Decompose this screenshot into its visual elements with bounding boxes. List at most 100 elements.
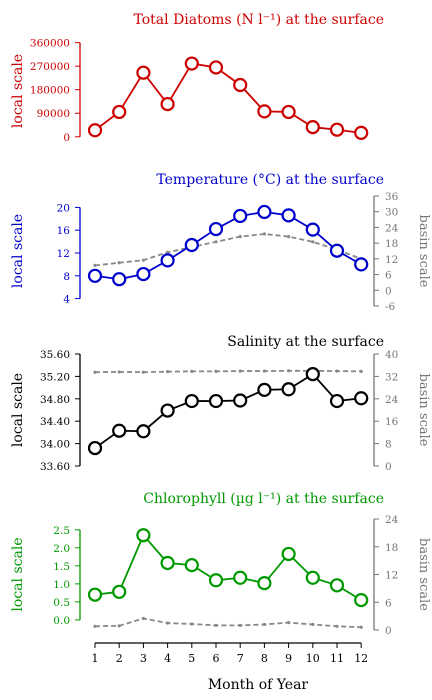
basin-scale-point (141, 370, 145, 374)
x-tick-label: 5 (188, 652, 195, 665)
x-axis-label: Month of Year (208, 677, 309, 693)
right-y-tick-label: 16 (385, 416, 399, 428)
local-scale-data-point (257, 104, 272, 119)
left-y-tick-label: 2.0 (53, 543, 70, 555)
left-y-tick-label: 34.00 (40, 439, 70, 451)
chart-title: Salinity at the surface (227, 334, 384, 350)
local-scale-data-point (281, 104, 296, 120)
left-y-tick-label: 0.0 (53, 615, 70, 627)
local-scale-data-point (305, 570, 320, 585)
left-y-tick-label: 1.0 (53, 579, 70, 591)
basin-scale-point (335, 369, 339, 373)
local-scale-data-point (184, 558, 199, 573)
chart-panel-2: Temperature (°C) at the surface 4 8 12 16 20 l… (10, 172, 431, 313)
left-y-tick-label: 2.5 (53, 525, 70, 537)
local-scale-data-point (208, 221, 224, 237)
local-scale-data-point (305, 119, 320, 135)
right-y-tick-label: 18 (385, 542, 398, 554)
local-scale-data-point (87, 440, 103, 456)
basin-scale-series-line (94, 617, 362, 629)
local-scale-data-point (136, 266, 151, 282)
basin-scale-point (262, 622, 266, 627)
left-y-tick-label: 12 (57, 248, 70, 260)
basin-scale-point (117, 624, 121, 628)
basin-scale-point (166, 621, 170, 625)
basin-scale-point (262, 232, 266, 236)
local-scale-data-point (87, 123, 103, 138)
local-scale-data-point (112, 272, 127, 287)
basin-scale-point (359, 625, 363, 629)
basin-scale-point (141, 258, 145, 262)
left-y-tick-label: 8 (63, 271, 70, 283)
basin-scale-point (166, 250, 170, 254)
left-y-axis-label: local scale (10, 54, 26, 128)
local-scale-data-point (208, 60, 224, 75)
local-scale-data-point (354, 592, 369, 608)
right-y-axis-label: basin scale (416, 538, 431, 611)
basin-scale-point (311, 240, 315, 244)
local-scale-data-point (329, 122, 345, 137)
local-scale-data-point (112, 104, 127, 120)
right-y-tick-label: 8 (385, 439, 392, 451)
local-scale-data-point (184, 237, 199, 253)
right-y-tick-label: 24 (385, 514, 399, 526)
left-y-tick-label: 35.20 (40, 371, 70, 383)
chart-panel-1: Total Diatoms (N l⁻¹) at the surface 0 900… (10, 12, 384, 144)
left-y-tick-label: 1.5 (53, 561, 70, 573)
local-scale-data-point (257, 204, 272, 220)
local-scale-data-point (160, 555, 175, 571)
chart-panel-4: Chlorophyll (µg l⁻¹) at the surface 0.0 0.… (10, 491, 431, 637)
local-scale-data-point (208, 393, 224, 409)
left-y-tick-label: 0 (63, 132, 70, 144)
local-scale-data-point (354, 257, 369, 272)
x-axis-ticks: 1 2 3 4 5 6 7 8 9 10 11 12 (92, 643, 368, 665)
left-y-tick-label: 33.60 (40, 461, 70, 473)
basin-scale-point (359, 369, 363, 373)
local-scale-data-point (208, 573, 224, 588)
basin-scale-point (214, 240, 218, 244)
x-tick-label: 3 (140, 652, 147, 665)
right-y-tick-label: 36 (385, 191, 399, 203)
local-scale-data-point (184, 393, 199, 409)
x-tick-label: 12 (354, 652, 368, 665)
local-scale-data-point (184, 56, 199, 71)
local-scale-data-point (305, 367, 320, 382)
left-y-tick-label: 34.80 (40, 394, 70, 406)
right-y-tick-label: 24 (385, 394, 399, 406)
chart-panel-3: Salinity at the surface 33.60 34.00 34.40 34… (10, 334, 431, 473)
left-y-axis-label: local scale (10, 537, 26, 611)
local-scale-data-point (281, 382, 296, 397)
local-scale-series-line (94, 211, 362, 281)
basin-scale-point (311, 622, 315, 627)
basin-scale-point (262, 369, 266, 373)
basin-scale-point (93, 263, 97, 268)
local-scale-data-point (112, 584, 127, 599)
local-scale-data-point (136, 424, 151, 439)
right-y-tick-label: 24 (385, 222, 399, 234)
basin-scale-point (117, 370, 121, 374)
right-y-tick-label: 32 (385, 371, 398, 383)
basin-scale-point (93, 624, 97, 628)
x-tick-label: 7 (237, 652, 244, 665)
local-scale-data-point (281, 546, 296, 562)
local-scale-data-point (354, 391, 369, 406)
left-y-tick-label: 4 (63, 294, 70, 306)
local-scale-data-point (281, 208, 296, 223)
left-y-tick-label: 270000 (30, 61, 70, 73)
basin-scale-point (287, 234, 291, 239)
right-y-axis-label: basin scale (416, 374, 431, 447)
basin-scale-point (335, 624, 339, 628)
x-tick-label: 6 (213, 652, 220, 665)
basin-scale-point (117, 261, 121, 265)
x-tick-label: 10 (306, 652, 320, 665)
local-scale-data-point (329, 393, 345, 409)
x-tick-label: 8 (261, 652, 268, 665)
left-y-tick-label: 180000 (30, 85, 70, 97)
basin-scale-point (214, 623, 218, 627)
local-scale-data-point (329, 243, 345, 258)
local-scale-data-point (233, 570, 248, 585)
basin-scale-point (238, 369, 242, 373)
local-scale-data-point (257, 382, 272, 397)
right-y-tick-label: 6 (385, 270, 392, 282)
right-y-tick-label: 0 (385, 461, 392, 473)
